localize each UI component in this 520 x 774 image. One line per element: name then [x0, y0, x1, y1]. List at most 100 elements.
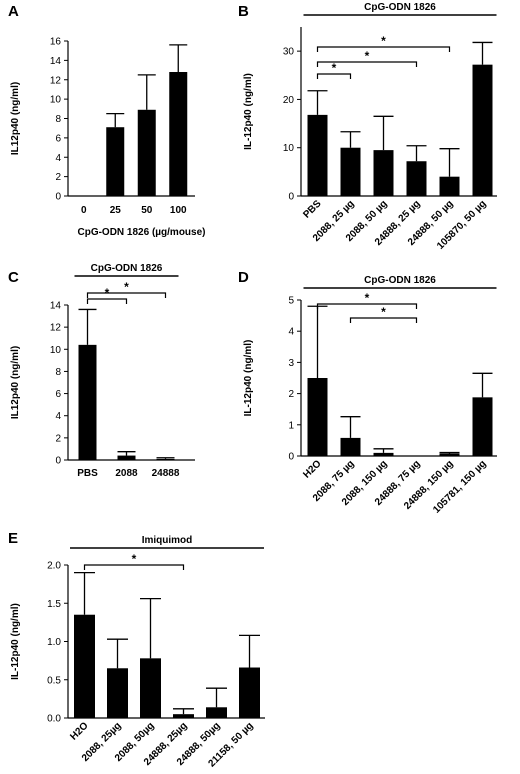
bar: [472, 64, 493, 196]
significance-bracket: [316, 61, 418, 67]
bar: [169, 72, 188, 196]
y-tick-label: 6: [55, 389, 61, 400]
significance-star: *: [124, 280, 129, 294]
significance-bracket: [316, 46, 451, 52]
y-tick-label: 8: [55, 114, 61, 125]
bar: [156, 458, 175, 460]
y-tick-label: 1: [288, 420, 294, 431]
y-tick-label: 1.0: [47, 637, 61, 648]
y-tick-label: 12: [50, 75, 62, 86]
y-tick-label: 30: [283, 47, 295, 58]
significance-star: *: [365, 49, 370, 63]
bar: [107, 668, 128, 718]
treatment-title: CpG-ODN 1826: [364, 2, 436, 13]
bar: [439, 176, 460, 196]
x-tick-label: H2O: [301, 458, 323, 480]
y-tick-label: 2: [288, 389, 294, 400]
bar: [137, 109, 156, 196]
bar: [206, 707, 227, 718]
y-axis-label: IL-12p40 (ng/ml): [243, 340, 254, 417]
significance-star: *: [365, 291, 370, 305]
bar: [78, 344, 97, 460]
significance-bracket: [316, 73, 352, 79]
significance-bracket: [349, 317, 418, 323]
y-tick-label: 8: [55, 367, 61, 378]
y-tick-label: 0: [55, 192, 61, 203]
y-tick-label: 0.5: [47, 675, 61, 686]
significance-star: *: [381, 305, 386, 319]
x-tick-label: H2O: [68, 720, 90, 742]
significance-bracket: [86, 298, 128, 304]
bar: [406, 161, 427, 196]
treatment-title: CpG-ODN 1826: [91, 263, 163, 274]
bar: [140, 658, 161, 718]
y-tick-label: 10: [50, 95, 62, 106]
x-tick-label: 100: [170, 205, 187, 216]
bar: [106, 127, 125, 196]
x-tick-label: 25: [110, 205, 122, 216]
y-tick-label: 2: [55, 433, 61, 444]
bar: [340, 437, 361, 456]
panel-letter: A: [8, 3, 19, 20]
y-tick-label: 10: [50, 345, 62, 356]
panel-e: E0.00.51.01.52.0IL-12p40 (ng/ml)H2O2088,…: [8, 530, 265, 770]
y-axis-label: IL-12p40 (ng/ml): [243, 73, 254, 150]
y-tick-label: 12: [50, 323, 62, 334]
significance-bracket: [86, 292, 167, 298]
bar: [307, 378, 328, 456]
panel-a: A 0 2 4 6 8 10 12 14 16 IL12p40 (ng/ml) 0 25 50 100 CpG…: [8, 3, 206, 238]
y-tick-label: 0: [55, 456, 61, 467]
y-tick-label: 0: [288, 192, 294, 203]
bar: [373, 452, 394, 456]
x-tick-label: PBS: [301, 198, 324, 221]
y-tick-label: 0.0: [47, 714, 61, 725]
significance-star: *: [132, 552, 137, 566]
y-tick-label: 4: [288, 327, 294, 338]
y-tick-label: 1.5: [47, 599, 61, 610]
y-tick-label: 0: [288, 452, 294, 463]
y-tick-label: 20: [283, 95, 295, 106]
x-tick-label: 50: [141, 205, 153, 216]
y-axis-label: IL12p40 (ng/ml): [10, 346, 21, 419]
y-tick-label: 14: [50, 56, 62, 67]
bar: [373, 150, 394, 196]
bar: [439, 453, 460, 456]
y-axis-label: IL-12p40 (ng/ml): [10, 603, 21, 680]
bar: [472, 397, 493, 456]
panel-letter: B: [238, 3, 249, 20]
x-axis-label: CpG-ODN 1826 (µg/mouse): [77, 227, 205, 238]
y-tick-label: 2.0: [47, 561, 61, 572]
x-tick-label: 2088: [115, 468, 138, 479]
significance-star: *: [332, 61, 337, 75]
significance-bracket: [83, 564, 185, 570]
y-tick-label: 5: [288, 296, 294, 307]
panel-letter: D: [238, 269, 249, 286]
panel-c: C 0 2 4 6 8 10 12 14 IL12p40 (ng/ml) PBS 2088 24888 C…: [8, 263, 195, 479]
significance-bracket: [316, 303, 418, 309]
bar: [239, 667, 260, 718]
bar: [340, 147, 361, 196]
y-tick-label: 4: [55, 153, 61, 164]
y-tick-label: 3: [288, 358, 294, 369]
x-tick-label: 24888: [152, 468, 180, 479]
bar: [173, 714, 194, 718]
bar: [307, 114, 328, 196]
treatment-title: Imiquimod: [142, 535, 193, 546]
bar: [74, 614, 95, 718]
treatment-title: CpG-ODN 1826: [364, 275, 436, 286]
y-tick-label: 4: [55, 411, 61, 422]
panel-letter: C: [8, 269, 19, 286]
y-tick-label: 16: [50, 37, 62, 48]
y-tick-label: 2: [55, 172, 61, 183]
x-tick-label: PBS: [77, 468, 98, 479]
y-tick-label: 6: [55, 133, 61, 144]
x-tick-label: 0: [81, 205, 87, 216]
y-axis-label: IL12p40 (ng/ml): [10, 82, 21, 155]
bar: [117, 455, 136, 460]
panel-letter: E: [8, 530, 18, 547]
significance-star: *: [381, 34, 386, 48]
y-tick-label: 10: [283, 143, 295, 154]
